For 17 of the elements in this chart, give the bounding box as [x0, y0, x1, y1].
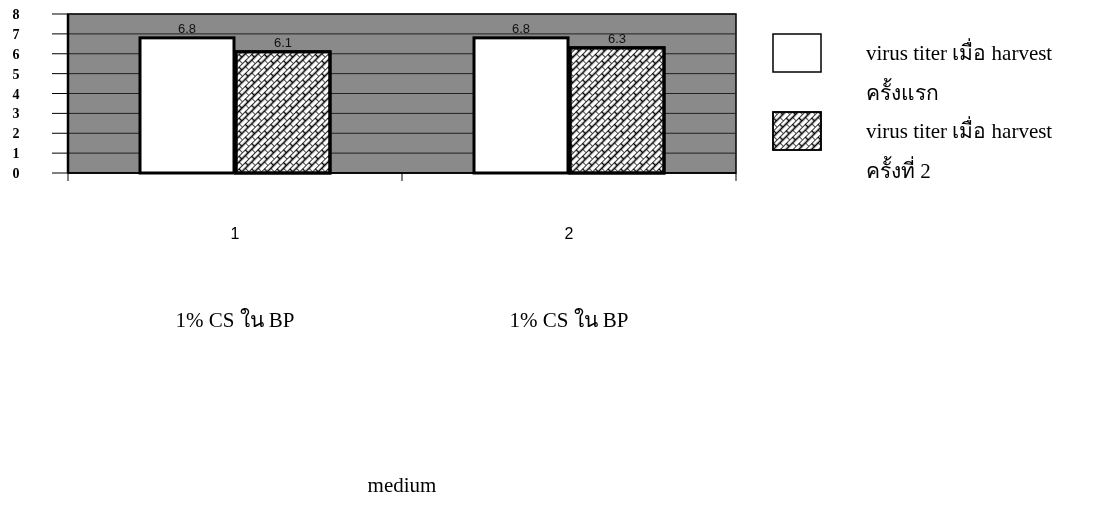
y-tick-label: 2 [12, 126, 20, 142]
y-tick-label: 7 [12, 26, 20, 42]
legend-label: virus titer เมื่อ harvest ครั้งที่ 2 [866, 116, 1053, 183]
data-label: 6.8 [177, 20, 197, 36]
y-tick-label: 1 [12, 146, 20, 162]
text: 1% CS ใน BP [509, 308, 629, 332]
y-tick-label: 6 [12, 46, 20, 62]
y-tick-label: 8 [12, 7, 20, 22]
data-label: 6.1 [273, 34, 293, 50]
y-tick-label: 4 [12, 86, 20, 102]
data-label: 6.3 [607, 30, 627, 46]
y-tick-label: 3 [12, 106, 20, 122]
y-tick-label: 0 [12, 166, 20, 181]
y-tick-label: 5 [12, 66, 20, 82]
text: 1% CS ใน BP [175, 308, 295, 332]
data-label: 6.8 [511, 20, 531, 36]
text: medium [367, 473, 437, 497]
